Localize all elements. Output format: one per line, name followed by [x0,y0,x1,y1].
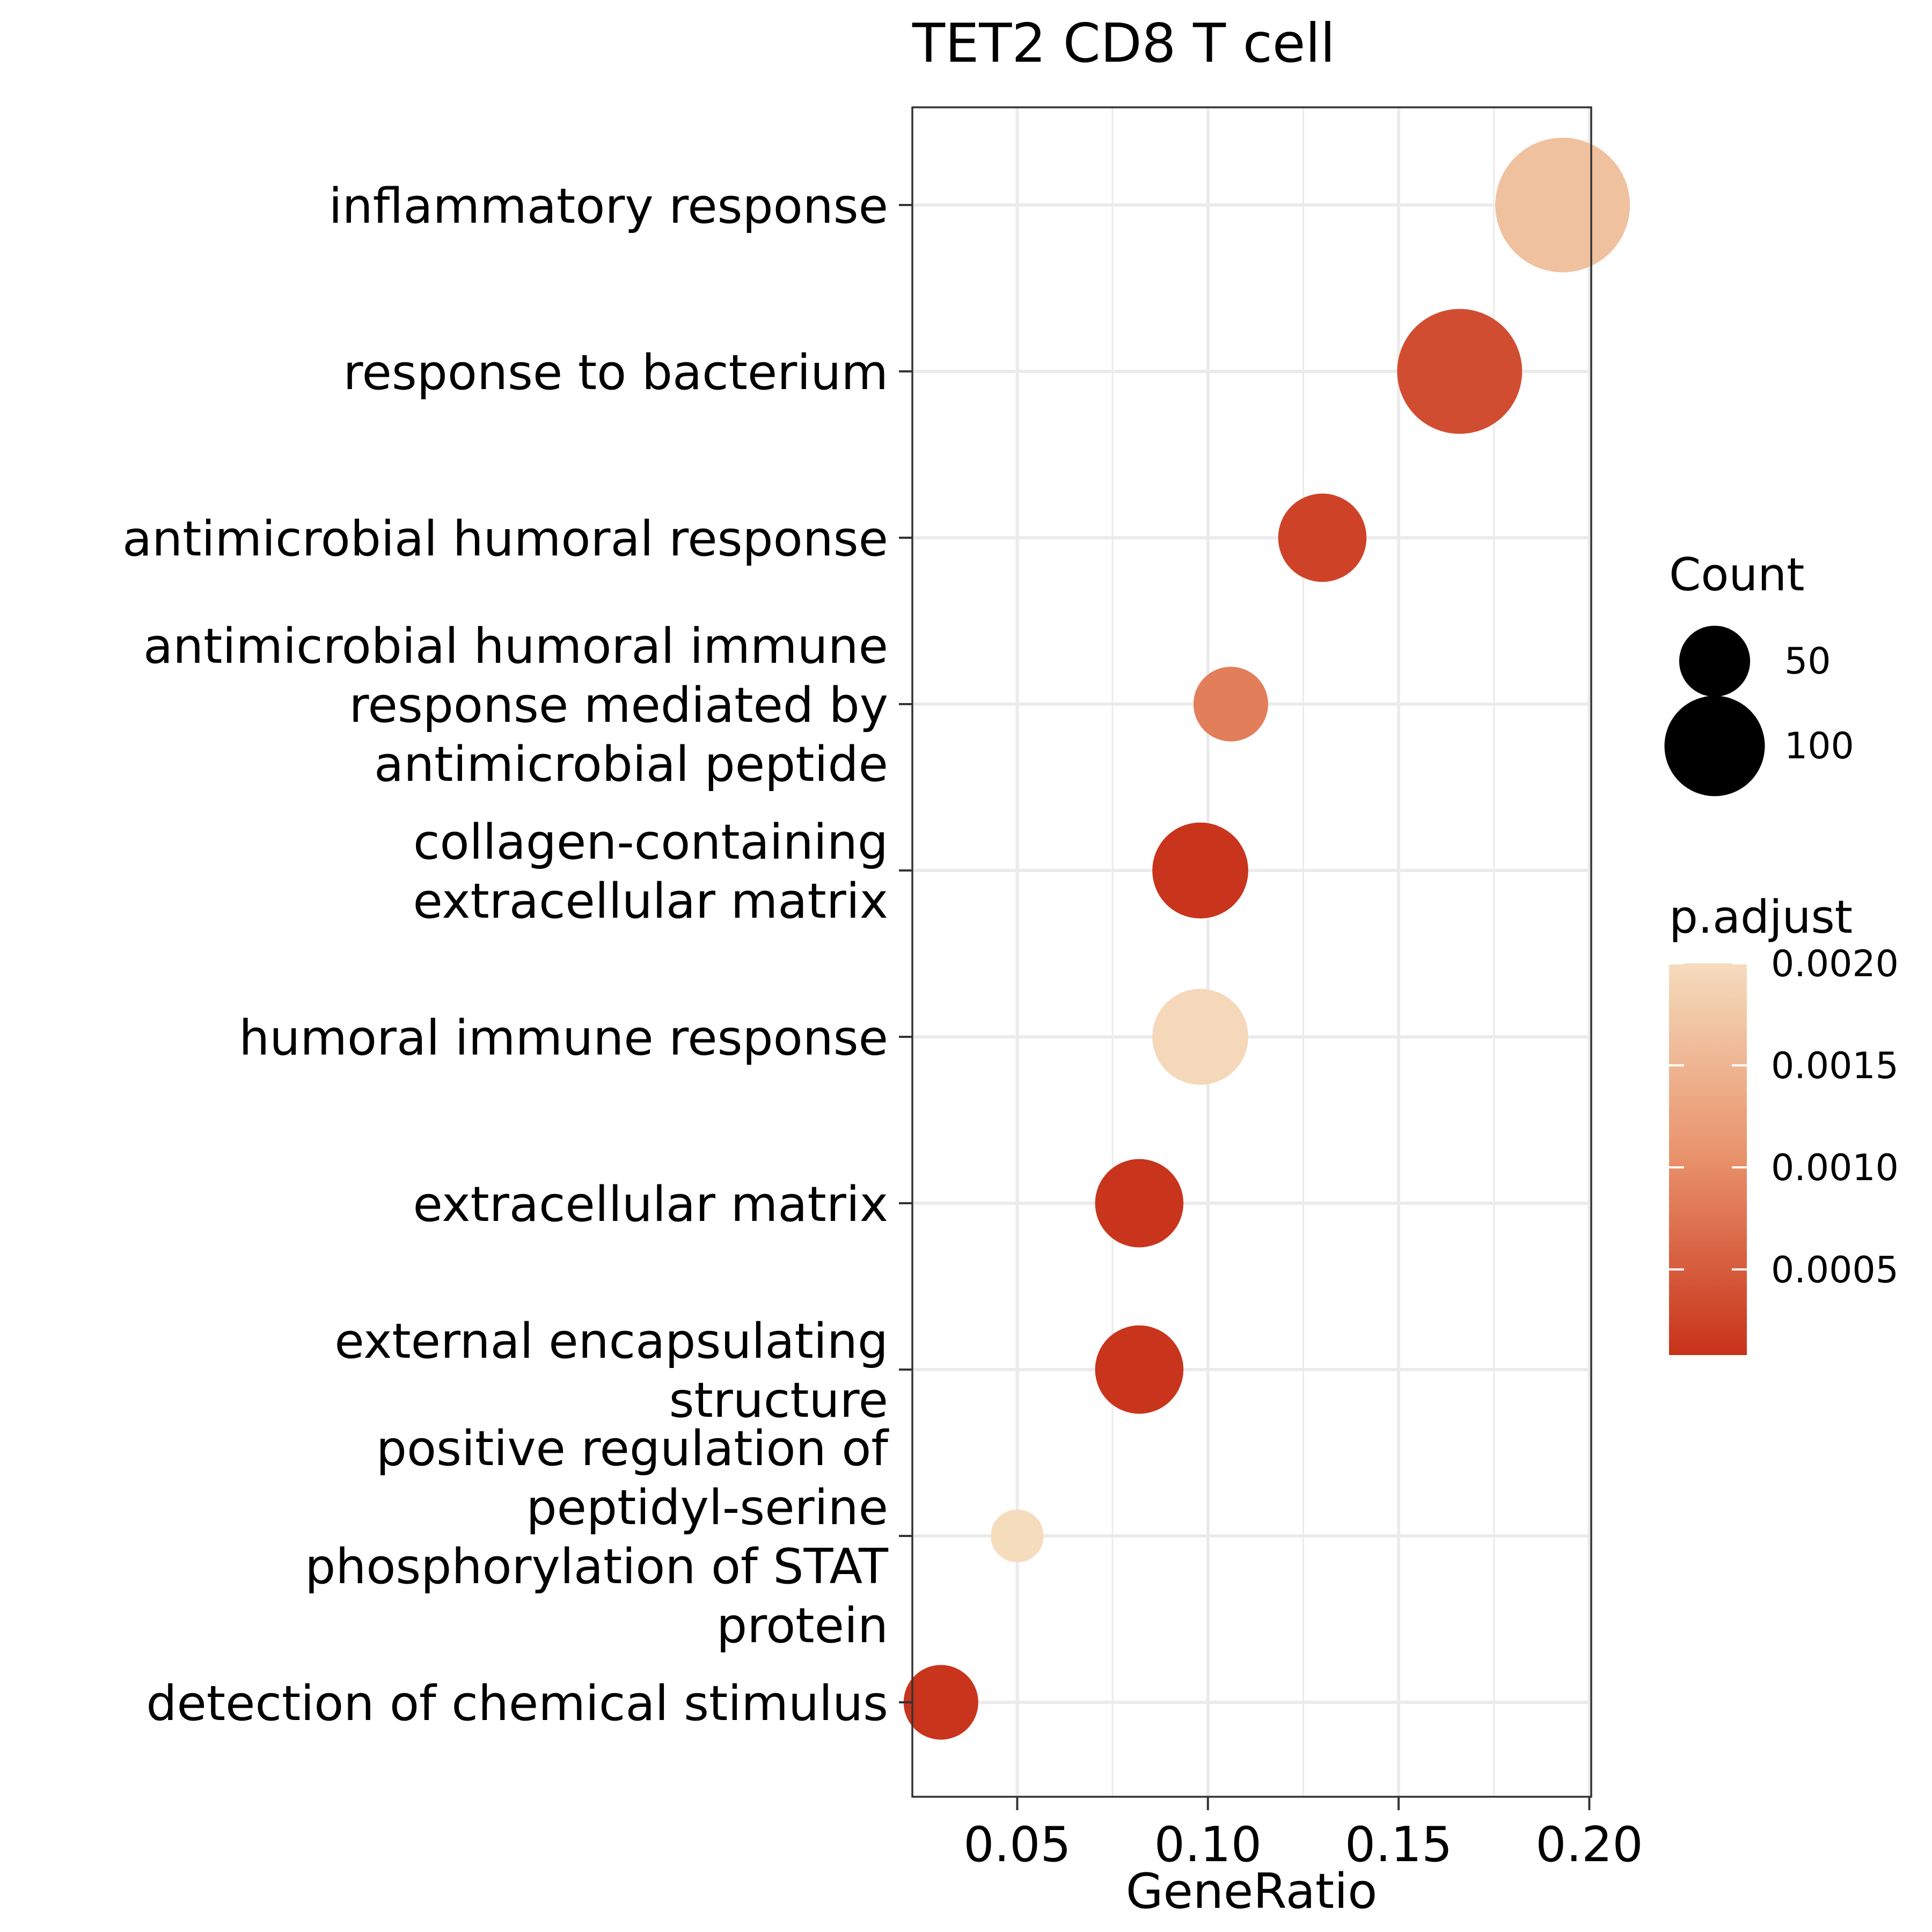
size-legend-key [1679,625,1751,697]
data-point [903,1665,978,1740]
y-tick-label: humoral immune response [239,1010,888,1066]
y-tick-label: positive regulation of [376,1421,889,1477]
size-legend-label: 50 [1784,640,1831,683]
y-tick-label: antimicrobial peptide [374,736,888,793]
y-tick-label: structure [669,1372,888,1429]
y-tick-label: collagen-containing [413,814,888,870]
x-tick-label: 0.20 [1535,1817,1643,1873]
color-legend-title: p.adjust [1669,891,1853,944]
x-tick-label: 0.10 [1154,1817,1262,1873]
y-tick-label: peptidyl-serine [526,1480,888,1536]
size-legend-label: 100 [1784,725,1854,767]
size-legend-title: Count [1669,548,1804,602]
y-tick-label: antimicrobial humoral response [122,511,888,567]
color-bar [1669,963,1747,1355]
color-bar-label: 0.0005 [1771,1249,1899,1291]
data-point [991,1509,1044,1563]
data-point [1152,989,1248,1085]
plot-border [911,106,1592,1798]
x-tick-label: 0.15 [1345,1817,1452,1873]
y-tick-label: extracellular matrix [413,1176,888,1233]
data-point [1095,1325,1184,1414]
size-legend-key [1664,696,1765,796]
y-tick-label: response mediated by [349,677,888,734]
color-bar-label: 0.0020 [1771,943,1899,985]
y-tick-label: inflammatory response [329,178,888,235]
y-tick-label: external encapsulating [334,1313,888,1370]
y-tick-label: extracellular matrix [413,873,888,930]
x-tick-label: 0.05 [963,1817,1071,1873]
y-tick-label: response to bacterium [343,345,889,401]
size-legend: Count 50 100 [1664,548,1854,796]
data-point [1095,1159,1184,1248]
y-tick-label: antimicrobial humoral immune [143,618,888,675]
data-point [1193,667,1268,742]
color-bar-label: 0.0010 [1771,1147,1899,1189]
chart-title: TET2 CD8 T cell [912,12,1335,75]
y-tick-label: phosphorylation of STAT [305,1539,889,1595]
y-tick-label: detection of chemical stimulus [146,1675,888,1732]
x-axis-label: GeneRatio [1126,1863,1378,1920]
data-point [1397,309,1523,434]
data-point [1152,822,1248,919]
plot-points [903,137,1630,1740]
data-point [1495,137,1630,273]
y-tick-label: protein [716,1598,888,1654]
color-bar-label: 0.0015 [1771,1045,1899,1087]
y-axis: inflammatory response response to bacteri… [122,178,912,1732]
plot-grid [912,107,1591,1797]
x-axis: 0.05 0.10 0.15 0.20 [963,1797,1643,1873]
data-point [1278,493,1367,582]
